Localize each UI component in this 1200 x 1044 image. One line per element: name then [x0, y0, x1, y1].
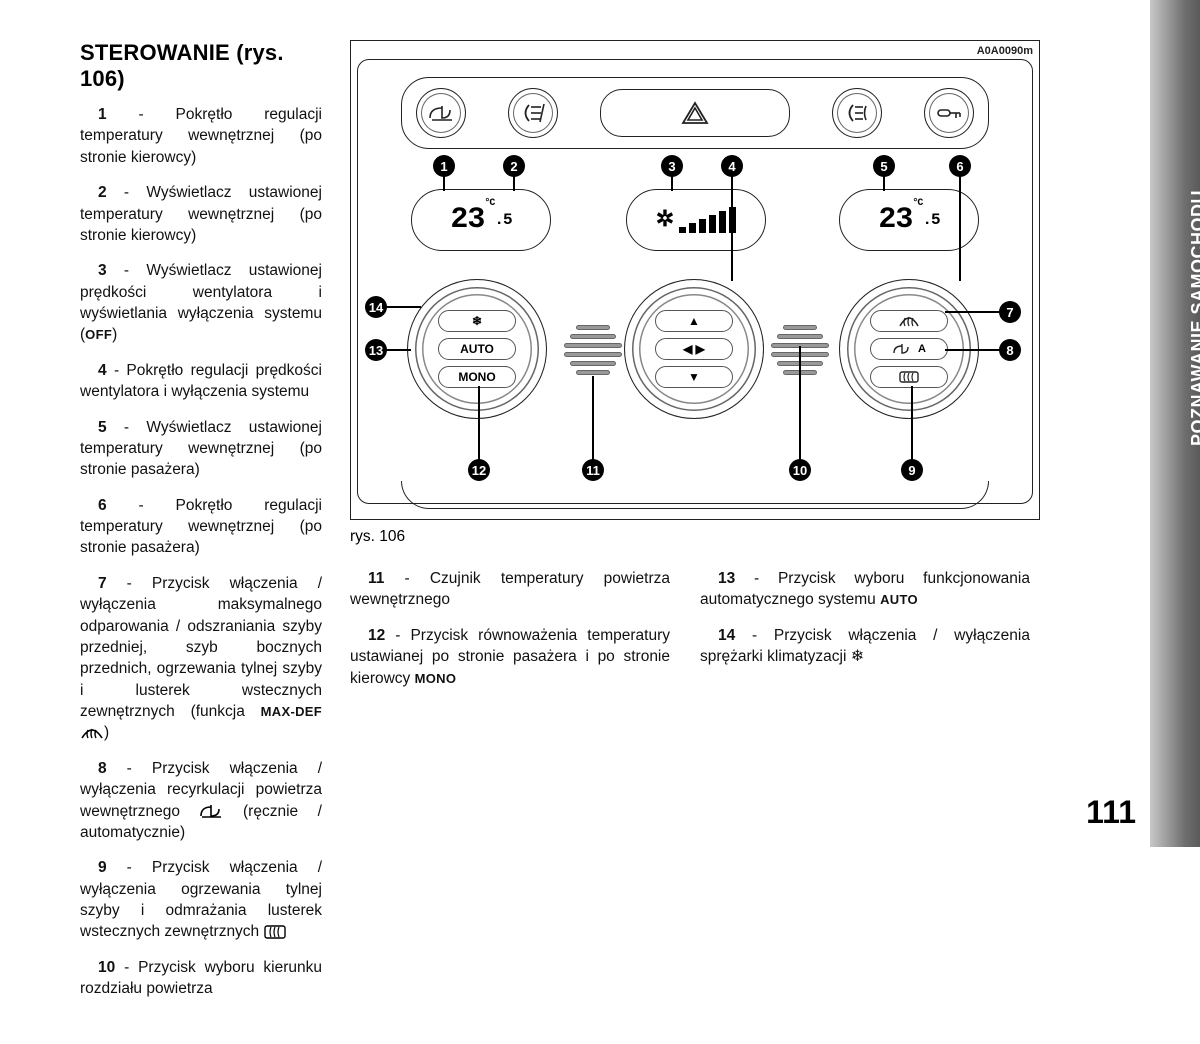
- lcd-driver-temp: 23°C.5: [411, 189, 551, 251]
- callout-8: 8: [999, 339, 1021, 361]
- top-button-recirc: [416, 88, 466, 138]
- chapter-tab: POZNAWANIE SAMOCHODU: [1150, 0, 1200, 847]
- top-button-fog-front: [508, 88, 558, 138]
- dial-right-defrost-front: [870, 310, 948, 332]
- hazard-cluster: [600, 89, 790, 137]
- section-heading: STEROWANIE (rys. 106): [80, 40, 322, 92]
- top-button-fog-rear: [832, 88, 882, 138]
- lower-curve: [401, 481, 989, 509]
- dial-driver-temp: ❄ AUTO MONO: [407, 279, 547, 419]
- chapter-tab-label: POZNAWANIE SAMOCHODU: [1188, 190, 1200, 446]
- callout-11: 11: [582, 459, 604, 481]
- dial-mid-lr: ◀ ▶: [655, 338, 733, 360]
- item-list-mid: 11 - Czujnik temperatury powietrza wewnę…: [350, 568, 670, 703]
- dial-mid-down: ▼: [655, 366, 733, 388]
- dial-right-defrost-rear: [870, 366, 948, 388]
- callout-9: 9: [901, 459, 923, 481]
- item-list-left: 1 - Pokrętło regulacji temperatury wewnę…: [80, 104, 322, 1000]
- list-item: 10 - Przycisk wyboru kierunku rozdziału …: [80, 957, 322, 1000]
- callout-14: 14: [365, 296, 387, 318]
- dial-left-mono-button: MONO: [438, 366, 516, 388]
- callout-13: 13: [365, 339, 387, 361]
- list-item: 9 - Przycisk włączenia / wyłączenia ogrz…: [80, 857, 322, 943]
- callout-4: 4: [721, 155, 743, 177]
- list-item: 14 - Przycisk włączenia / wyłączenia spr…: [700, 625, 1030, 668]
- list-item: 5 - Wyświetlacz ustawionej temperatury w…: [80, 417, 322, 481]
- callout-6: 6: [949, 155, 971, 177]
- item-list-right: 13 - Przycisk wyboru funkcjonowania auto…: [700, 568, 1030, 703]
- list-item: 13 - Przycisk wyboru funkcjonowania auto…: [700, 568, 1030, 611]
- dial-right-recirc: A: [870, 338, 948, 360]
- list-item: 1 - Pokrętło regulacji temperatury wewnę…: [80, 104, 322, 168]
- list-item: 8 - Przycisk włączenia / wyłączenia recy…: [80, 758, 322, 844]
- lcd-passenger-temp: 23°C.5: [839, 189, 979, 251]
- page-number: 111: [1086, 794, 1136, 831]
- list-item: 6 - Pokrętło regulacji temperatury wewnę…: [80, 495, 322, 559]
- dial-fan: ▲ ◀ ▶ ▼: [624, 279, 764, 419]
- callout-2: 2: [503, 155, 525, 177]
- top-button-key: [924, 88, 974, 138]
- figure-106: A0A0090m: [350, 40, 1040, 546]
- top-button-bar: [401, 77, 989, 149]
- callout-10: 10: [789, 459, 811, 481]
- dial-left-auto-button: AUTO: [438, 338, 516, 360]
- list-item: 12 - Przycisk równoważenia temperatury u…: [350, 625, 670, 689]
- callout-1: 1: [433, 155, 455, 177]
- list-item: 2 - Wyświetlacz ustawionej temperatury w…: [80, 182, 322, 246]
- list-item: 4 - Pokrętło regulacji prędkości wentyla…: [80, 360, 322, 403]
- list-item: 7 - Przycisk włączenia / wyłączenia maks…: [80, 573, 322, 744]
- list-item: 11 - Czujnik temperatury powietrza wewnę…: [350, 568, 670, 611]
- callout-5: 5: [873, 155, 895, 177]
- callout-3: 3: [661, 155, 683, 177]
- lcd-fan-speed: ✲: [626, 189, 766, 251]
- callout-7: 7: [999, 301, 1021, 323]
- figure-caption: rys. 106: [350, 528, 1040, 546]
- dial-mid-up: ▲: [655, 310, 733, 332]
- figure-code: A0A0090m: [977, 45, 1033, 57]
- list-item: 3 - Wyświetlacz ustawionej prędkości wen…: [80, 260, 322, 346]
- vent-left: [564, 324, 622, 376]
- callout-12: 12: [468, 459, 490, 481]
- dial-left-ac-button: ❄: [438, 310, 516, 332]
